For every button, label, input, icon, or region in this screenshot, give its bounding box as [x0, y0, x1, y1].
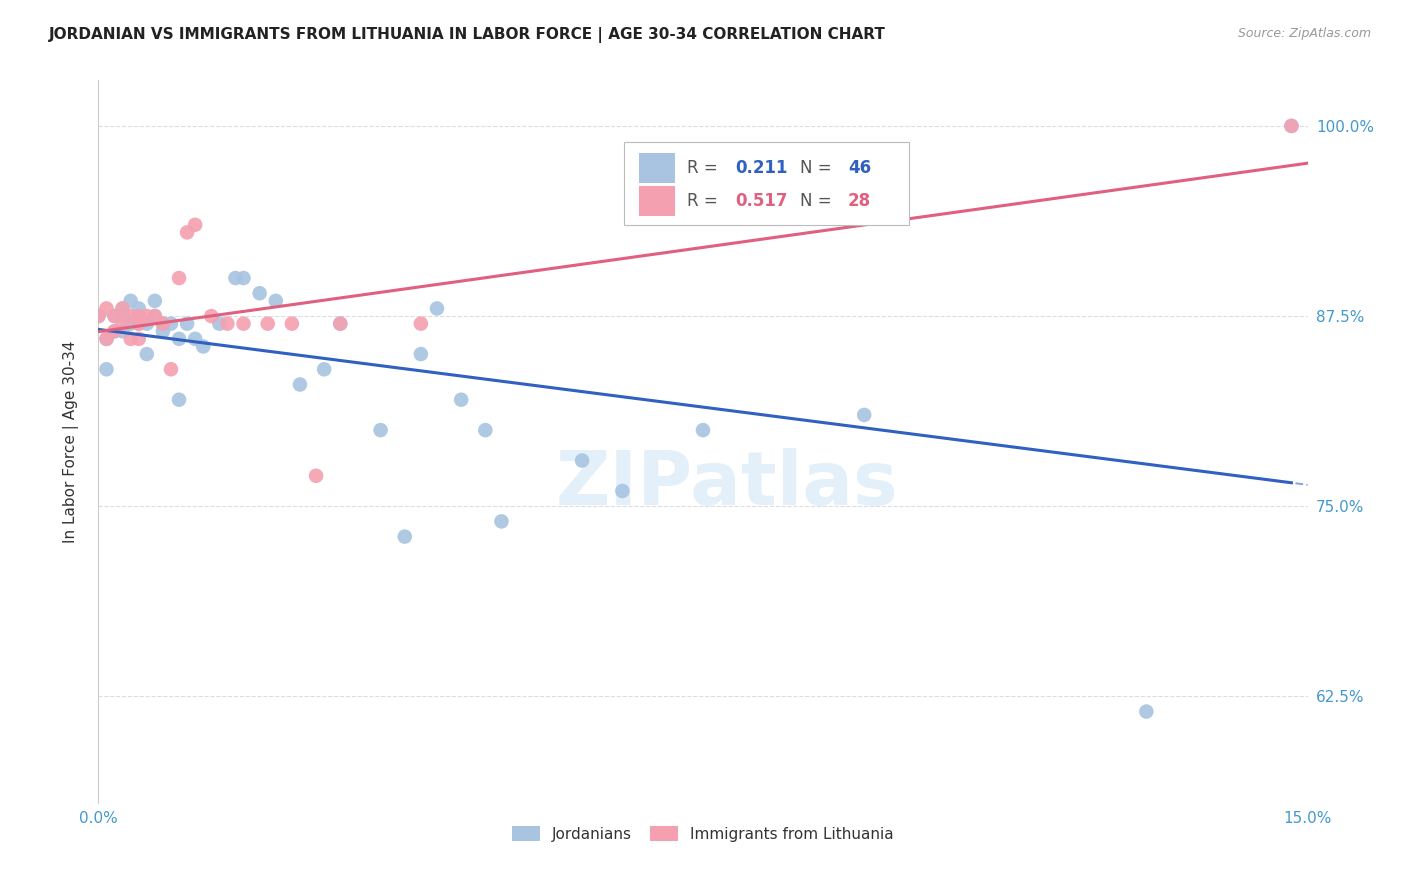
Point: [571, 453, 593, 467]
Point: [474, 423, 496, 437]
Text: R =: R =: [688, 192, 723, 210]
Point: [96, 332, 118, 346]
Point: [111, 324, 134, 338]
Point: [128, 301, 150, 316]
Point: [409, 347, 432, 361]
Point: [288, 377, 311, 392]
Point: [1281, 119, 1303, 133]
Point: [167, 392, 190, 407]
Point: [103, 309, 125, 323]
Point: [370, 423, 392, 437]
Point: [103, 324, 125, 338]
Point: [409, 317, 432, 331]
Legend: Jordanians, Immigrants from Lithuania: Jordanians, Immigrants from Lithuania: [505, 818, 901, 849]
Point: [329, 317, 352, 331]
Point: [314, 362, 336, 376]
Point: [692, 423, 714, 437]
Point: [167, 332, 190, 346]
Point: [96, 301, 118, 316]
Y-axis label: In Labor Force | Age 30-34: In Labor Force | Age 30-34: [63, 340, 79, 543]
Point: [143, 293, 166, 308]
Bar: [638, 153, 675, 183]
Point: [491, 515, 513, 529]
Point: [193, 339, 215, 353]
Point: [135, 317, 157, 331]
Point: [184, 332, 207, 346]
Point: [128, 309, 150, 323]
Text: 0.211: 0.211: [735, 159, 789, 177]
Point: [120, 293, 142, 308]
Point: [111, 301, 134, 316]
Point: [96, 332, 118, 346]
Point: [87, 309, 110, 323]
Point: [111, 317, 134, 331]
Point: [128, 309, 150, 323]
Point: [152, 317, 174, 331]
Point: [111, 309, 134, 323]
Text: R =: R =: [688, 159, 723, 177]
Point: [120, 309, 142, 323]
Point: [120, 332, 142, 346]
Point: [224, 271, 246, 285]
Point: [208, 317, 231, 331]
Point: [232, 317, 254, 331]
Point: [128, 317, 150, 331]
Point: [281, 317, 304, 331]
Point: [128, 332, 150, 346]
Bar: [638, 186, 675, 216]
Point: [96, 362, 118, 376]
Point: [160, 362, 183, 376]
Point: [394, 530, 416, 544]
Point: [167, 271, 190, 285]
Point: [264, 293, 287, 308]
Point: [305, 468, 328, 483]
Point: [329, 317, 352, 331]
Text: ZIPatlas: ZIPatlas: [555, 449, 898, 522]
Text: 28: 28: [848, 192, 872, 210]
Point: [249, 286, 271, 301]
Text: N =: N =: [800, 159, 837, 177]
Point: [1135, 705, 1157, 719]
Text: 46: 46: [848, 159, 872, 177]
Point: [256, 317, 278, 331]
Point: [87, 309, 110, 323]
Point: [450, 392, 472, 407]
Point: [612, 483, 634, 498]
Point: [176, 226, 198, 240]
Point: [103, 324, 125, 338]
Point: [143, 309, 166, 323]
Point: [426, 301, 449, 316]
Point: [217, 317, 239, 331]
Point: [1281, 119, 1303, 133]
Text: JORDANIAN VS IMMIGRANTS FROM LITHUANIA IN LABOR FORCE | AGE 30-34 CORRELATION CH: JORDANIAN VS IMMIGRANTS FROM LITHUANIA I…: [49, 27, 886, 43]
Point: [143, 309, 166, 323]
Point: [135, 347, 157, 361]
Point: [128, 317, 150, 331]
Text: 0.517: 0.517: [735, 192, 789, 210]
Point: [853, 408, 876, 422]
Point: [176, 317, 198, 331]
Text: Source: ZipAtlas.com: Source: ZipAtlas.com: [1237, 27, 1371, 40]
Point: [160, 317, 183, 331]
Point: [152, 317, 174, 331]
Point: [200, 309, 222, 323]
Point: [120, 317, 142, 331]
Point: [184, 218, 207, 232]
Point: [232, 271, 254, 285]
Text: N =: N =: [800, 192, 837, 210]
Point: [152, 324, 174, 338]
Bar: [624, 142, 908, 225]
Point: [135, 309, 157, 323]
Point: [111, 301, 134, 316]
Point: [103, 309, 125, 323]
